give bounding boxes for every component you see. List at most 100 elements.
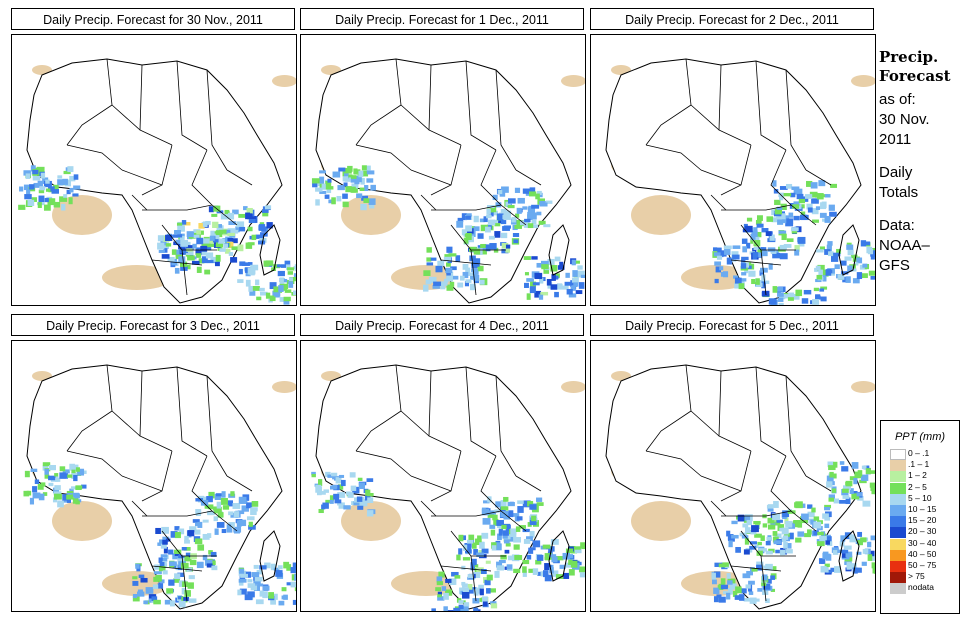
rain-cell <box>366 510 374 517</box>
rain-cell <box>158 249 165 253</box>
rain-cell <box>815 278 822 283</box>
rain-cell <box>53 493 62 500</box>
rain-cell <box>519 525 526 529</box>
rain-cell <box>193 234 200 239</box>
rain-cell <box>828 251 834 257</box>
rain-cell <box>479 588 484 596</box>
rain-cell <box>198 258 205 264</box>
rain-cell <box>445 610 454 611</box>
rain-cell <box>161 526 169 534</box>
rain-cell <box>433 281 442 286</box>
rain-cell <box>426 257 432 262</box>
rain-cell <box>746 519 752 526</box>
rain-cell <box>727 536 734 541</box>
legend-item: 15 – 20 <box>881 515 959 528</box>
rain-cell <box>38 195 45 203</box>
rain-cell <box>54 485 61 491</box>
rain-cell <box>781 537 787 543</box>
country-border <box>700 169 742 186</box>
rain-cell <box>523 538 531 544</box>
country-border <box>515 169 542 186</box>
country-border <box>495 375 517 477</box>
rain-cell <box>202 519 209 523</box>
country-border <box>760 249 767 296</box>
rain-cell <box>712 579 717 585</box>
rain-cell <box>799 204 805 209</box>
africa-outline <box>315 58 572 304</box>
rain-cell <box>488 235 495 240</box>
country-border <box>770 455 792 512</box>
panel-title: Daily Precip. Forecast for 5 Dec., 2011 <box>590 314 874 336</box>
rain-cell <box>37 180 43 188</box>
rain-cell <box>468 534 475 540</box>
country-border <box>465 366 497 457</box>
rain-cell <box>68 197 73 205</box>
rain-cell <box>311 178 320 184</box>
rain-cell <box>504 549 510 554</box>
rain-cell <box>290 581 296 588</box>
rain-cell <box>508 510 514 518</box>
rain-cell <box>288 277 293 282</box>
rain-cell <box>61 203 66 211</box>
rain-cell <box>356 496 363 502</box>
rain-cell <box>770 575 775 580</box>
rain-cell <box>816 274 823 280</box>
rain-cell <box>847 265 853 272</box>
rain-cell <box>186 231 194 237</box>
rain-cell <box>869 482 875 488</box>
rain-cell <box>196 237 204 245</box>
rain-cell <box>851 493 860 500</box>
rain-cell <box>807 529 812 535</box>
panel-title: Daily Precip. Forecast for 1 Dec., 2011 <box>300 8 584 30</box>
rain-cell <box>196 230 201 235</box>
rain-cell <box>714 261 722 266</box>
rain-cell <box>42 462 51 467</box>
rain-cell <box>529 530 535 538</box>
country-border <box>191 149 213 206</box>
rain-cell <box>268 592 275 599</box>
rain-cell <box>482 249 487 255</box>
country-border <box>206 69 228 171</box>
rain-cell <box>199 249 207 256</box>
rain-cell <box>254 576 263 582</box>
rain-cell <box>69 463 75 471</box>
rain-cell <box>522 206 528 210</box>
rain-cell <box>188 598 197 603</box>
rain-cell <box>577 270 585 278</box>
rain-cell <box>818 180 826 187</box>
rain-cell <box>256 569 263 575</box>
rain-cell <box>178 554 183 559</box>
dry-area <box>52 501 112 541</box>
rain-cell <box>817 264 825 271</box>
rain-cell <box>806 203 813 210</box>
rain-cell <box>761 574 768 581</box>
rain-cell <box>189 559 196 566</box>
rain-cell <box>778 230 787 234</box>
country-border <box>440 565 492 572</box>
rain-cell <box>731 534 739 539</box>
rain-cell <box>759 270 765 276</box>
rain-cell <box>544 574 552 582</box>
country-border <box>690 104 720 131</box>
rain-cell <box>845 480 853 487</box>
rain-cell <box>793 519 801 524</box>
legend-item: 1 – 2 <box>881 470 959 483</box>
rain-cell <box>214 493 222 501</box>
rain-cell <box>796 226 802 233</box>
rain-cell <box>174 573 181 580</box>
rain-cell <box>482 596 488 603</box>
rain-cell <box>477 265 484 272</box>
rain-cell <box>246 207 253 215</box>
rain-cell <box>770 588 776 592</box>
rain-cell <box>260 291 268 296</box>
rain-cell <box>231 238 238 244</box>
rain-cell <box>824 517 831 521</box>
rain-cell <box>726 573 731 579</box>
rain-cell <box>810 182 818 189</box>
rain-cell <box>319 176 325 184</box>
rain-cell <box>235 226 240 233</box>
rain-cell <box>162 539 168 545</box>
rain-cell <box>711 572 716 580</box>
rain-cell <box>782 215 790 220</box>
rain-cell <box>494 570 500 578</box>
